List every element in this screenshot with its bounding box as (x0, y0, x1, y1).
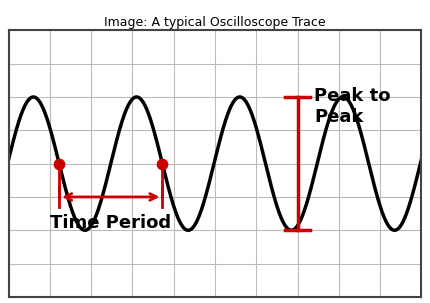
Text: Peak to
Peak: Peak to Peak (314, 87, 390, 126)
Text: Time Period: Time Period (50, 214, 171, 231)
Point (159, 161, 166, 166)
Point (56, 161, 63, 166)
Title: Image: A typical Oscilloscope Trace: Image: A typical Oscilloscope Trace (104, 16, 326, 29)
